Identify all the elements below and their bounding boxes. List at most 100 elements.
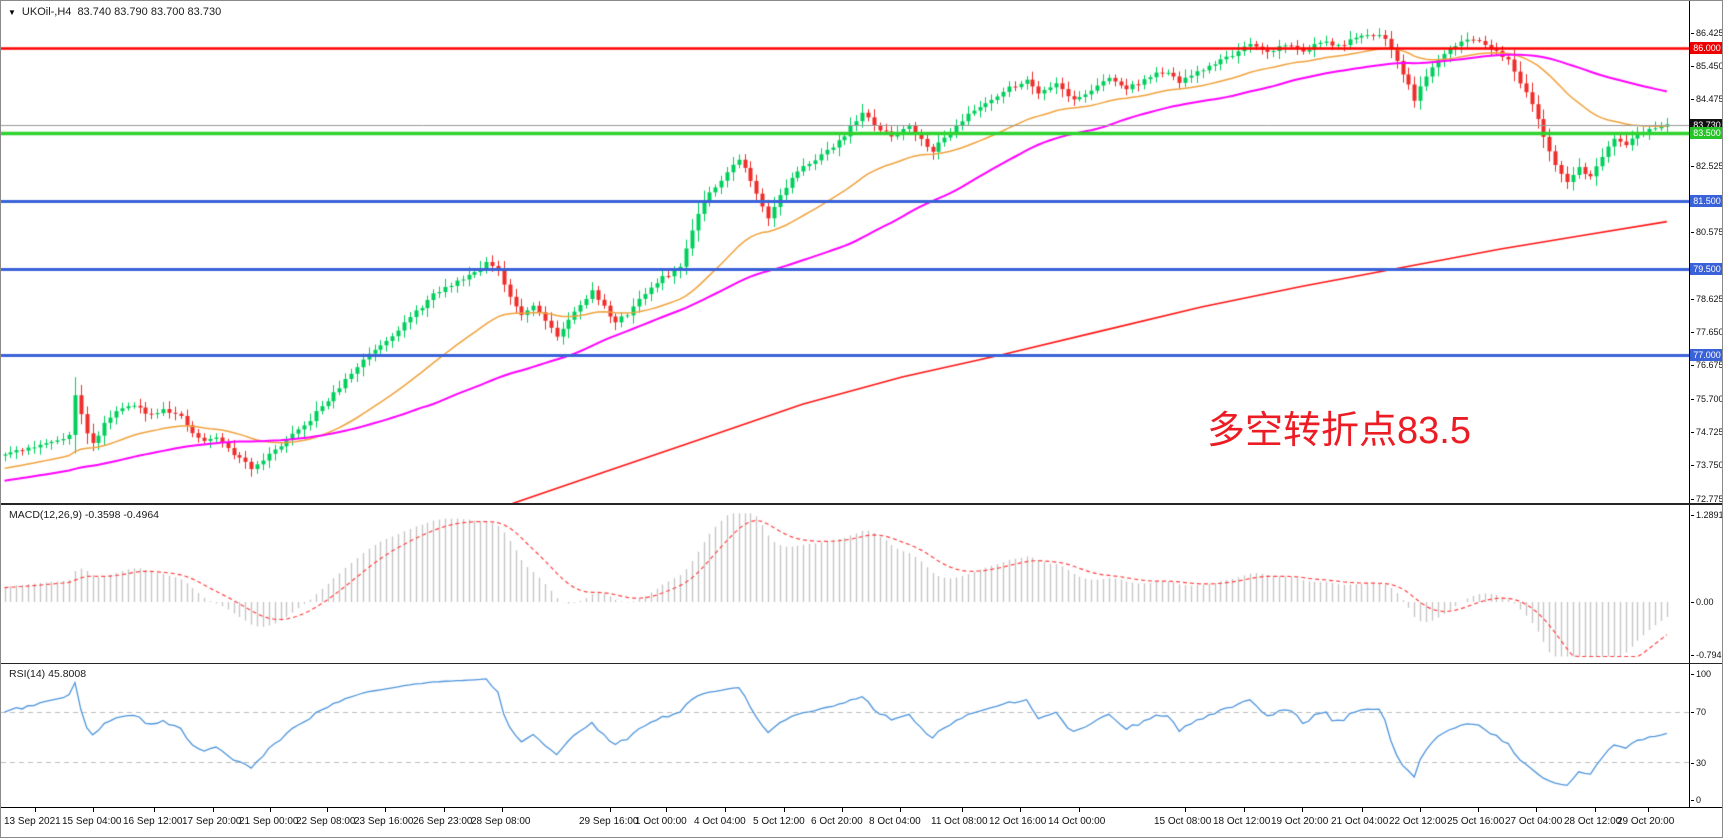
date-label: 28 Sep 08:00 [471, 816, 531, 827]
rsi-axis: 100 70 30 0 [1689, 664, 1722, 807]
rsi-tick-label: 100 [1691, 669, 1711, 680]
symbol-timeframe-label: UKOil-,H4 [21, 6, 72, 18]
price-tick-label: 80.575 [1691, 227, 1722, 238]
rsi-tick-label: 70 [1691, 707, 1706, 718]
analyst-annotation-text: 多空转折点83.5 [1207, 410, 1471, 452]
date-tick-mark [1595, 808, 1596, 812]
date-label: 1 Oct 00:00 [635, 816, 687, 827]
date-tick-mark [1536, 808, 1537, 812]
macd-tick-label: -0.7941 [1691, 650, 1722, 661]
date-label: 15 Sep 04:00 [62, 816, 122, 827]
rsi-indicator-label: RSI(14) 45.8008 [9, 668, 86, 680]
date-label: 4 Oct 04:00 [694, 816, 746, 827]
date-label: 6 Oct 20:00 [811, 816, 863, 827]
date-label: 21 Oct 04:00 [1331, 816, 1389, 827]
price-tick-label: 85.450 [1691, 61, 1722, 72]
macd-values: -0.3598 -0.4964 [84, 509, 160, 521]
macd-indicator-panel: MACD(12,26,9) -0.3598 -0.4964 1.2891 0.00… [1, 504, 1722, 663]
date-label: 8 Oct 04:00 [869, 816, 921, 827]
candlestick-chart-canvas[interactable] [1, 1, 1690, 503]
date-label: 25 Oct 16:00 [1447, 816, 1505, 827]
date-tick-mark [610, 808, 611, 812]
date-label: 16 Sep 12:00 [123, 816, 183, 827]
rsi-indicator-panel: RSI(14) 45.8008 100 70 30 0 [1, 663, 1722, 807]
date-label: 29 Oct 20:00 [1617, 816, 1675, 827]
date-label: 21 Sep 00:00 [239, 816, 299, 827]
date-label: 22 Oct 12:00 [1389, 816, 1447, 827]
rsi-tick-label: 0 [1691, 795, 1701, 806]
date-label: 17 Sep 20:00 [182, 816, 242, 827]
date-tick-mark [1362, 808, 1363, 812]
price-tick-label: 73.750 [1691, 460, 1722, 471]
date-tick-mark [502, 808, 503, 812]
date-label: 5 Oct 12:00 [753, 816, 805, 827]
date-tick-mark [1244, 808, 1245, 812]
price-tick-label: 74.725 [1691, 427, 1722, 438]
price-tick-label: 76.675 [1691, 360, 1722, 371]
date-tick-mark [1302, 808, 1303, 812]
rsi-tick-label: 30 [1691, 758, 1706, 769]
price-tick-label: 86.425 [1691, 28, 1722, 39]
date-label: 27 Oct 04:00 [1505, 816, 1563, 827]
date-tick-mark [327, 808, 328, 812]
date-tick-mark [1185, 808, 1186, 812]
price-tick-label: 82.525 [1691, 161, 1722, 172]
macd-tick-label: 0.00 [1691, 597, 1714, 608]
date-tick-mark [1478, 808, 1479, 812]
date-tick-mark [900, 808, 901, 812]
date-tick-mark [270, 808, 271, 812]
date-tick-mark [444, 808, 445, 812]
date-tick-mark [784, 808, 785, 812]
date-label: 18 Oct 12:00 [1213, 816, 1271, 827]
date-label: 15 Oct 08:00 [1154, 816, 1212, 827]
rsi-name: RSI(14) [9, 668, 46, 680]
date-tick-mark [1420, 808, 1421, 812]
price-line-badge: 86.000 [1690, 41, 1722, 54]
price-line-badge: 83.500 [1690, 126, 1722, 139]
date-tick-mark [666, 808, 667, 812]
macd-tick-label: 1.2891 [1691, 510, 1722, 521]
rsi-value: 45.8008 [48, 668, 87, 680]
price-tick-label: 75.700 [1691, 394, 1722, 405]
macd-chart-canvas[interactable] [1, 505, 1690, 663]
date-tick-mark [1079, 808, 1080, 812]
date-label: 22 Sep 08:00 [296, 816, 356, 827]
price-line-badge: 79.500 [1690, 263, 1722, 276]
date-label: 29 Sep 16:00 [579, 816, 639, 827]
date-label: 23 Sep 16:00 [354, 816, 414, 827]
date-tick-mark [154, 808, 155, 812]
date-tick-mark [1020, 808, 1021, 812]
price-axis[interactable]: 86.425 85.450 84.475 82.525 80.575 78.625 77.6… [1689, 1, 1722, 505]
macd-indicator-label: MACD(12,26,9) -0.3598 -0.4964 [9, 509, 159, 521]
price-line-badge: 81.500 [1690, 195, 1722, 208]
date-tick-mark [962, 808, 963, 812]
price-tick-label: 84.475 [1691, 94, 1722, 105]
date-tick-mark [725, 808, 726, 812]
date-tick-mark [35, 808, 36, 812]
rsi-chart-canvas[interactable] [1, 664, 1690, 807]
date-label: 19 Oct 20:00 [1271, 816, 1329, 827]
price-tick-label: 77.650 [1691, 327, 1722, 338]
price-tick-label: 72.775 [1691, 494, 1722, 505]
date-tick-mark [1648, 808, 1649, 812]
date-tick-mark [93, 808, 94, 812]
date-label: 11 Oct 08:00 [931, 816, 988, 827]
date-label: 28 Oct 12:00 [1564, 816, 1622, 827]
ohlc-quote-text: 83.740 83.790 83.700 83.730 [77, 6, 222, 18]
macd-axis: 1.2891 0.00 -0.7941 [1689, 505, 1722, 663]
date-tick-mark [842, 808, 843, 812]
price-tick-label: 78.625 [1691, 294, 1722, 305]
price-line-badge: 77.000 [1690, 348, 1722, 361]
date-label: 26 Sep 23:00 [413, 816, 473, 827]
symbol-dropdown-icon[interactable]: ▼ [8, 7, 16, 17]
chart-title: ▼ UKOil-,H4 83.740 83.790 83.700 83.730 [8, 6, 221, 18]
main-chart-panel: ▼ UKOil-,H4 83.740 83.790 83.700 83.730 … [1, 1, 1722, 505]
date-label: 14 Oct 00:00 [1048, 816, 1106, 827]
time-axis-panel[interactable]: 13 Sep 2021 15 Sep 04:00 16 Sep 12:00 17 Se… [1, 807, 1722, 837]
date-tick-mark [213, 808, 214, 812]
date-label: 13 Sep 2021 [4, 816, 61, 827]
date-label: 12 Oct 16:00 [989, 816, 1047, 827]
date-tick-mark [385, 808, 386, 812]
macd-name: MACD(12,26,9) [9, 509, 82, 521]
